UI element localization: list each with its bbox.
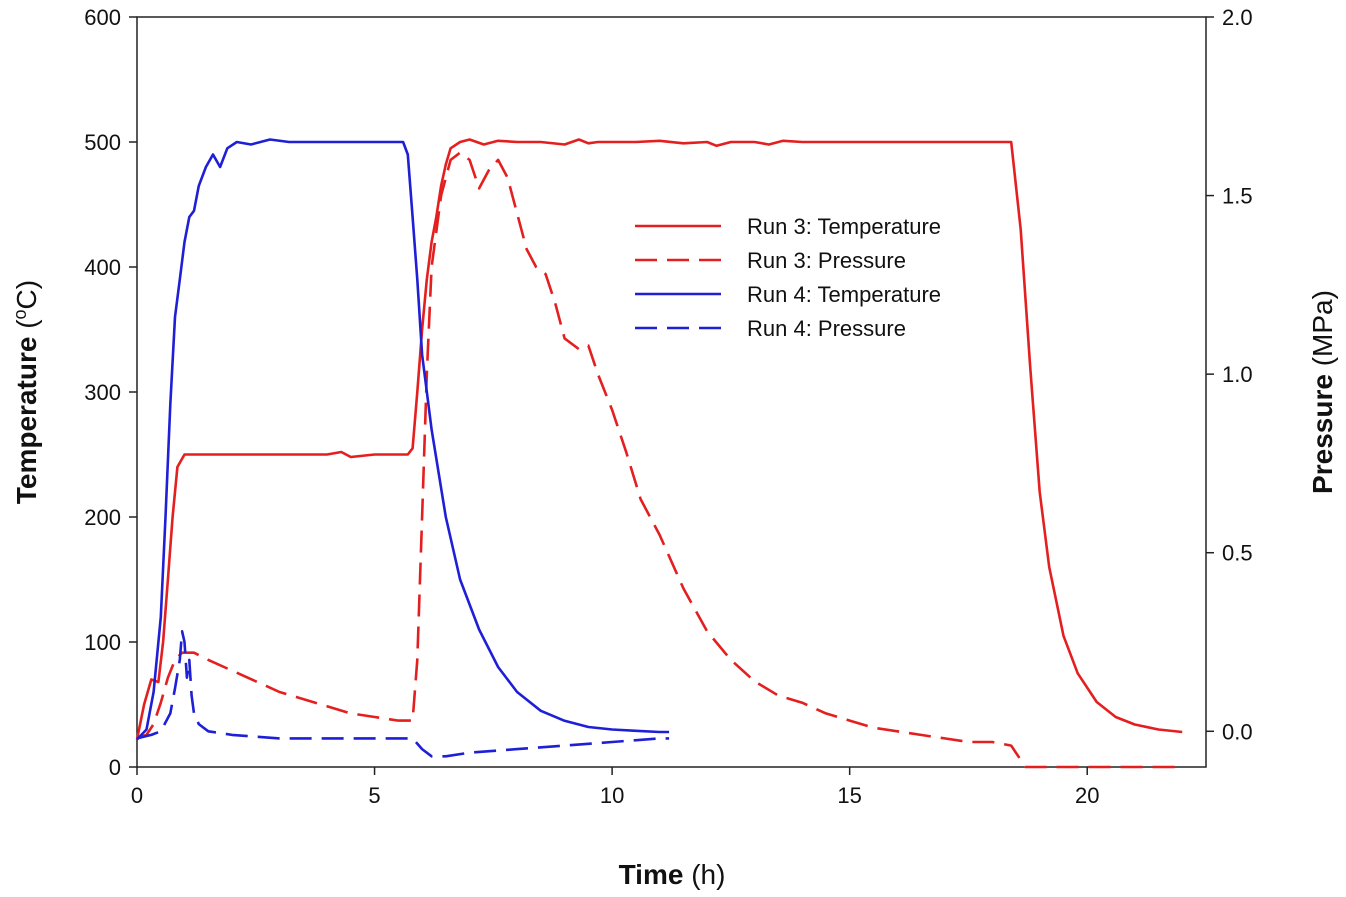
series-line-3 <box>136 629 670 758</box>
y-axis-right-title: Pressure (MPa) <box>1307 290 1338 494</box>
y-axis-left-title-sup: o <box>10 309 30 319</box>
y-right-tick-label-4: 2.0 <box>1222 5 1253 30</box>
y-left-tick-label-2: 200 <box>84 505 121 530</box>
x-tick-label-2: 10 <box>600 783 624 808</box>
legend: Run 3: Temperature Run 3: Pressure Run 4: … <box>635 214 941 341</box>
y-left-tick-label-4: 400 <box>84 255 121 280</box>
x-tick-label-4: 20 <box>1075 783 1099 808</box>
x-tick-label-1: 5 <box>368 783 380 808</box>
y-left-tick-label-6: 600 <box>84 5 121 30</box>
x-axis-title-unit: (h) <box>683 859 725 890</box>
series-layer <box>135 138 1183 769</box>
y-left-tick-label-3: 300 <box>84 380 121 405</box>
y-right-tick-label-3: 1.5 <box>1222 184 1253 209</box>
y-left-tick-label-5: 500 <box>84 130 121 155</box>
series-line-2 <box>136 138 670 741</box>
y-axis-left-title-open: ( <box>11 319 42 337</box>
axis-layer: 0 5 10 15 2001002003004005006000.00.51.01.52… <box>84 5 1252 808</box>
series-line-1 <box>136 151 1183 769</box>
legend-label-2: Run 4: Temperature <box>747 282 941 307</box>
legend-label-0: Run 3: Temperature <box>747 214 941 239</box>
x-axis-title: Time (h) <box>619 859 726 890</box>
y-right-tick-label-1: 0.5 <box>1222 541 1253 566</box>
legend-label-3: Run 4: Pressure <box>747 316 906 341</box>
y-axis-left-title: Temperature (oC) <box>10 280 42 504</box>
x-axis-title-main: Time <box>619 859 684 890</box>
y-right-tick-label-2: 1.0 <box>1222 362 1253 387</box>
x-tick-label-3: 15 <box>837 783 861 808</box>
legend-label-1: Run 3: Pressure <box>747 248 906 273</box>
y-right-tick-label-0: 0.0 <box>1222 719 1253 744</box>
series-line-0 <box>135 138 1183 740</box>
y-left-tick-label-0: 0 <box>109 755 121 780</box>
y-axis-right-title-main: Pressure <box>1307 374 1338 494</box>
y-left-tick-label-1: 100 <box>84 630 121 655</box>
x-tick-label-0: 0 <box>131 783 143 808</box>
plot-frame <box>136 16 1207 768</box>
y-axis-left-title-rest: C) <box>11 280 42 310</box>
y-axis-left-title-main: Temperature <box>11 337 42 505</box>
y-axis-right-title-unit: (MPa) <box>1307 290 1338 374</box>
